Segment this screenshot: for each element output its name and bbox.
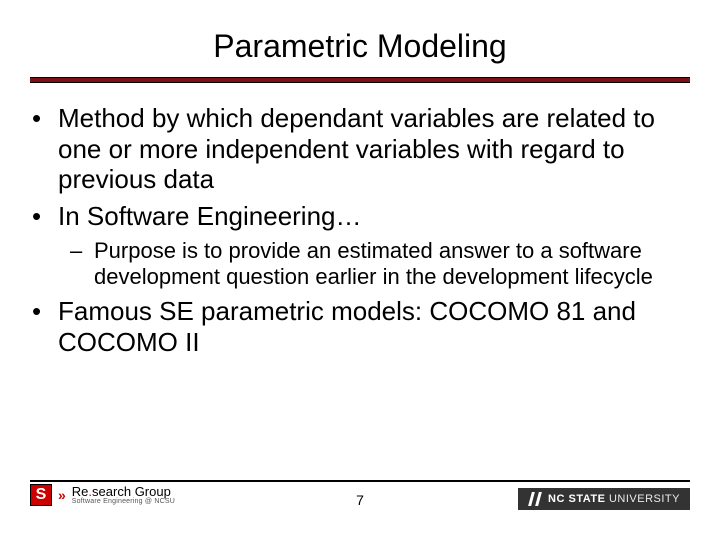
title-divider — [30, 77, 690, 83]
sub-bullet-text: Purpose is to provide an estimated answe… — [94, 238, 653, 289]
bullet-item: Famous SE parametric models: COCOMO 81 a… — [30, 296, 690, 357]
bullet-text: Famous SE parametric models: COCOMO 81 a… — [58, 296, 636, 357]
ncstate-text-light: UNIVERSITY — [605, 493, 680, 505]
slide-title: Parametric Modeling — [30, 28, 690, 65]
ncstate-text-bold: NC STATE — [548, 493, 605, 505]
bullet-text: In Software Engineering… — [58, 201, 362, 231]
ncstate-logo: NC STATE UNIVERSITY — [518, 488, 690, 510]
slide-body: Method by which dependant variables are … — [30, 103, 690, 540]
ncstate-mark-icon — [528, 492, 542, 506]
slide-footer: S » Re.search Group Software Engineering… — [0, 490, 720, 530]
bullet-item: In Software Engineering… Purpose is to p… — [30, 201, 690, 290]
bullet-item: Method by which dependant variables are … — [30, 103, 690, 195]
bullet-text: Method by which dependant variables are … — [58, 103, 655, 194]
footer-divider — [30, 480, 690, 482]
slide: Parametric Modeling Method by which depe… — [0, 0, 720, 540]
sub-bullet-item: Purpose is to provide an estimated answe… — [70, 238, 690, 291]
